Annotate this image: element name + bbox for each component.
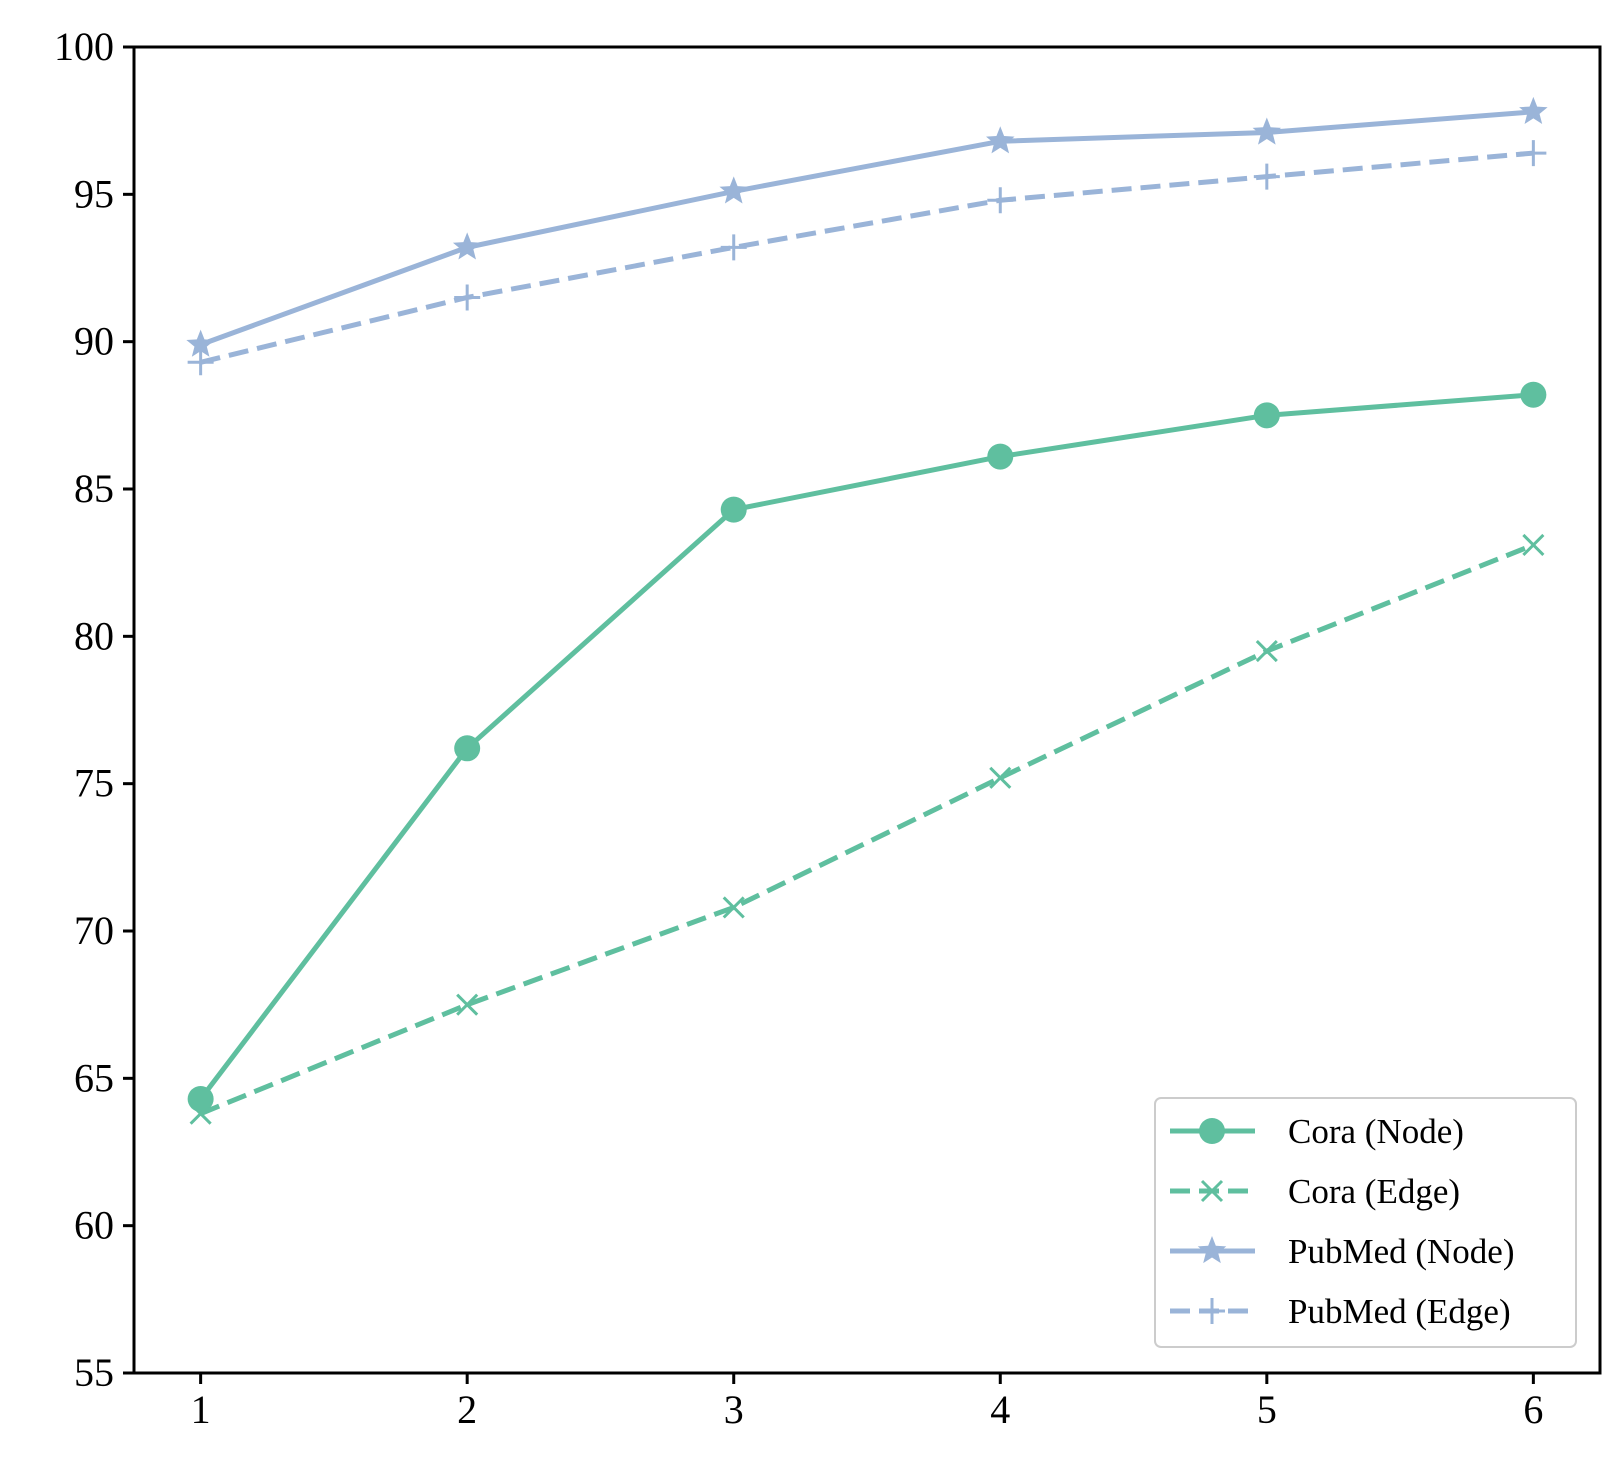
legend-label: Cora (Node) xyxy=(1288,1112,1464,1151)
x-tick-label: 5 xyxy=(1257,1387,1277,1432)
y-tick-label: 65 xyxy=(74,1055,114,1100)
data-point xyxy=(986,126,1015,154)
data-point xyxy=(1519,96,1548,124)
x-tick-label: 3 xyxy=(724,1387,744,1432)
series-line xyxy=(199,542,1535,1117)
legend-label: PubMed (Node) xyxy=(1288,1232,1515,1271)
data-point xyxy=(189,1102,212,1125)
data-point xyxy=(1520,140,1547,167)
data-point xyxy=(452,232,482,260)
y-tick-label: 100 xyxy=(54,24,114,69)
y-tick-label: 80 xyxy=(74,613,114,658)
legend-marker xyxy=(1200,1179,1224,1203)
data-point xyxy=(987,187,1014,214)
y-tick-label: 90 xyxy=(74,319,114,364)
legend-marker xyxy=(1199,1298,1225,1324)
y-tick-label: 60 xyxy=(74,1203,114,1248)
data-point xyxy=(722,896,745,919)
series-line xyxy=(200,150,1534,365)
series-layer xyxy=(186,96,1548,1125)
legend-entry-1: Cora (Edge) xyxy=(1170,1172,1460,1211)
legend-entry-3: PubMed (Edge) xyxy=(1170,1292,1511,1331)
data-point xyxy=(1252,117,1282,145)
legend-label: PubMed (Edge) xyxy=(1288,1292,1511,1331)
legend-marker xyxy=(1199,1118,1225,1144)
x-tick-label: 4 xyxy=(990,1387,1010,1432)
x-tick-label: 1 xyxy=(191,1387,211,1432)
series-0 xyxy=(187,381,1547,1112)
data-point xyxy=(187,349,214,376)
y-tick-label: 95 xyxy=(74,171,114,216)
data-point xyxy=(1522,533,1545,557)
legend-marker xyxy=(1197,1236,1227,1264)
data-point xyxy=(454,284,481,311)
data-point xyxy=(720,496,747,523)
data-point xyxy=(1255,640,1278,663)
y-tick-label: 85 xyxy=(74,466,114,511)
x-tick-label: 2 xyxy=(457,1387,477,1432)
series-line xyxy=(199,109,1534,347)
plot-frame xyxy=(132,45,1602,1375)
data-point xyxy=(720,234,747,261)
series-3 xyxy=(187,140,1547,376)
data-point xyxy=(1253,402,1280,429)
series-2 xyxy=(186,96,1548,357)
data-point xyxy=(987,443,1014,470)
axes: 55 60 65 70 75 80 85 90 95 100 1 2 3 4 5 6 xyxy=(54,24,1543,1432)
data-point xyxy=(454,735,481,762)
legend-entry-0: Cora (Node) xyxy=(1170,1112,1464,1151)
data-point xyxy=(1520,381,1547,408)
series-1 xyxy=(189,533,1545,1125)
x-tick-label: 6 xyxy=(1523,1387,1543,1432)
y-tick-label: 70 xyxy=(74,908,114,953)
data-point xyxy=(989,766,1012,789)
legend-label: Cora (Edge) xyxy=(1288,1172,1460,1211)
legend-entry-2: PubMed (Node) xyxy=(1170,1232,1515,1271)
y-tick-label: 55 xyxy=(74,1350,114,1395)
legend-box xyxy=(1154,1097,1577,1348)
y-tick-label: 75 xyxy=(74,761,114,806)
series-line xyxy=(198,392,1534,1101)
data-point xyxy=(456,993,479,1016)
data-point xyxy=(1253,163,1280,190)
data-point xyxy=(186,329,215,357)
data-point xyxy=(719,176,748,204)
legend: Cora (Node) Cora (Edge) PubMed (Node) PubMe… xyxy=(1154,1097,1577,1348)
